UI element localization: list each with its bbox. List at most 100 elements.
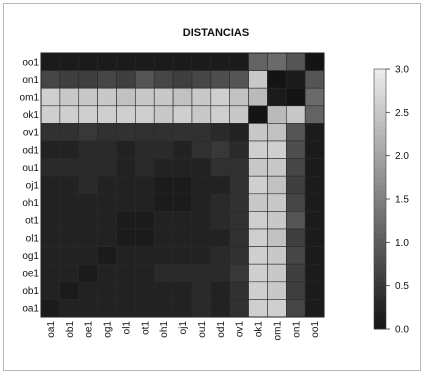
heatmap-cell	[40, 299, 61, 318]
y-tick-label: ot1	[25, 216, 39, 227]
heatmap-cell	[210, 52, 231, 71]
colorbar-segment	[374, 129, 386, 135]
colorbar-segment	[374, 160, 386, 165]
x-axis-labels: oa1 ob1 oe1 og1 ol1 ot1 oh1 oj1 ou1 od1 ov1 ok1 om1 o…	[46, 321, 321, 341]
x-tick-label: oe1	[84, 321, 95, 338]
heatmap-cell	[267, 263, 287, 283]
heatmap-cell	[248, 140, 268, 159]
heatmap-cell	[267, 228, 287, 247]
y-tick-label: ob1	[22, 286, 39, 297]
colorbar-segment	[374, 173, 386, 178]
x-tick-label: oh1	[159, 321, 170, 338]
colorbar-segment	[374, 73, 386, 79]
heatmap-cell	[191, 281, 212, 300]
heatmap-cell	[78, 105, 98, 124]
heatmap-cell	[78, 52, 98, 71]
colorbar-segment	[374, 168, 386, 174]
heatmap-cell	[304, 299, 325, 318]
heatmap-cell	[59, 246, 80, 265]
heatmap-cell	[40, 70, 61, 89]
colorbar-segment	[374, 90, 386, 96]
colorbar-tick-label: 2.0	[395, 151, 409, 162]
heatmap-cell	[78, 140, 98, 159]
colorbar-segment	[374, 108, 386, 113]
heatmap-cell	[172, 175, 193, 195]
heatmap-cell	[97, 158, 117, 177]
heatmap-cell	[78, 175, 98, 195]
heatmap-cell	[97, 246, 117, 265]
heatmap-cell	[116, 87, 136, 107]
heatmap-cell	[172, 87, 193, 107]
heatmap-cell	[116, 263, 136, 283]
colorbar-segment	[374, 285, 386, 291]
colorbar-segment	[374, 320, 386, 326]
colorbar-segment	[374, 303, 386, 308]
heatmap-cell	[78, 123, 98, 142]
heatmap-cell	[191, 211, 212, 230]
heatmap-cell	[286, 263, 306, 283]
heatmap-cell	[153, 281, 174, 300]
heatmap-cell	[153, 228, 174, 247]
heatmap-cell	[153, 193, 174, 212]
heatmap-cell	[78, 70, 98, 89]
heatmap-cell	[267, 193, 287, 212]
y-tick-label: ok1	[23, 110, 40, 121]
heatmap-cell	[59, 123, 80, 142]
heatmap-cell	[210, 87, 231, 107]
y-tick-label: oh1	[22, 198, 39, 209]
colorbar-segment	[374, 229, 386, 235]
colorbar-segment	[374, 216, 386, 222]
heatmap-cell	[135, 123, 155, 142]
heatmap-cell	[116, 228, 136, 247]
heatmap-cell	[153, 175, 174, 195]
colorbar-segment	[374, 233, 386, 239]
heatmap-cell	[267, 246, 287, 265]
heatmap-cell	[116, 70, 136, 89]
heatmap-cell	[248, 193, 268, 212]
heatmap-cell	[229, 228, 249, 247]
heatmap-cell	[135, 246, 155, 265]
heatmap-cell	[153, 123, 174, 142]
heatmap-cell	[40, 281, 61, 300]
heatmap-cell	[210, 175, 231, 195]
heatmap-cell	[210, 158, 231, 177]
heatmap-cell	[97, 299, 117, 318]
colorbar-segment	[374, 251, 386, 256]
heatmap-cell	[229, 52, 249, 71]
heatmap-cell	[304, 70, 325, 89]
heatmap-cell	[210, 299, 231, 318]
heatmap-cell	[191, 87, 212, 107]
heatmap-cell	[248, 158, 268, 177]
y-tick-label: oa1	[22, 304, 39, 315]
x-tick-label: oa1	[46, 321, 57, 338]
heatmap-cell	[286, 211, 306, 230]
colorbar-segment	[374, 207, 386, 213]
heatmap-cell	[153, 52, 174, 71]
heatmap-cell	[59, 228, 80, 247]
heatmap-cell	[59, 281, 80, 300]
heatmap-cell	[191, 193, 212, 212]
colorbar-segment	[374, 86, 386, 92]
colorbar-tick-label: 0.5	[395, 281, 409, 292]
heatmap-cell	[304, 228, 325, 247]
heatmap-cell	[97, 281, 117, 300]
x-tick-label: ot1	[140, 321, 151, 335]
heatmap-cell	[40, 211, 61, 230]
heatmap-cell	[135, 193, 155, 212]
heatmap-cell	[304, 158, 325, 177]
heatmap-cell	[78, 299, 98, 318]
heatmap-cell	[267, 123, 287, 142]
x-tick-label: oo1	[310, 321, 321, 338]
colorbar-segment	[374, 294, 386, 300]
heatmap-cell	[78, 228, 98, 247]
heatmap-cell	[97, 140, 117, 159]
heatmap-cell	[153, 246, 174, 265]
heatmap-cell	[153, 70, 174, 89]
heatmap-cell	[191, 105, 212, 124]
heatmap-cell	[229, 87, 249, 107]
heatmap-cell	[229, 105, 249, 124]
colorbar-segment	[374, 212, 386, 217]
colorbar-segment	[374, 155, 386, 161]
colorbar-segment	[374, 99, 386, 105]
colorbar-segment	[374, 238, 386, 243]
